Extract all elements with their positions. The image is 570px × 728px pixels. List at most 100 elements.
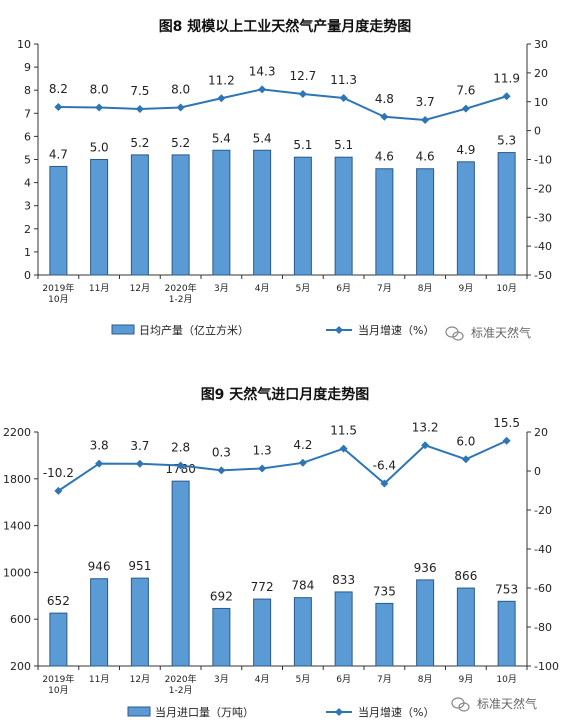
line-point xyxy=(135,104,144,113)
bar-value-label: 866 xyxy=(454,569,477,583)
line-value-label: 6.0 xyxy=(456,434,475,448)
x-tick-label: 4月 xyxy=(255,283,270,294)
line-point xyxy=(217,466,226,475)
wechat-icon xyxy=(451,697,470,712)
x-tick-label: 12月 xyxy=(130,283,150,294)
right-tick-label: 0 xyxy=(534,125,541,138)
left-tick-label: 1000 xyxy=(3,566,31,579)
line-value-label: 13.2 xyxy=(412,420,439,434)
line-point xyxy=(258,85,267,94)
left-tick-label: 200 xyxy=(10,660,31,673)
line-point xyxy=(339,93,348,102)
bar-value-label: 5.3 xyxy=(497,134,516,148)
x-tick-label: 2020年 xyxy=(165,282,197,294)
bar-value-label: 753 xyxy=(495,582,518,596)
x-tick-label: 10月 xyxy=(496,283,516,294)
bar xyxy=(171,480,190,667)
chart-2: 图9 天然气进口月度走势图2006001000140018002200-100-… xyxy=(3,386,559,719)
line-point xyxy=(502,92,511,101)
left-tick-label: 1400 xyxy=(3,520,31,533)
x-tick-label: 10月 xyxy=(48,294,68,305)
bar-value-label: 5.4 xyxy=(212,131,231,145)
legend-bar-swatch xyxy=(111,324,135,335)
bar-value-label: 772 xyxy=(251,580,274,594)
watermark-text: 标准天然气 xyxy=(471,325,531,340)
line-value-label: 2.8 xyxy=(171,441,190,455)
x-tick-label: 5月 xyxy=(296,283,311,294)
right-tick-label: 20 xyxy=(534,426,548,439)
line-point xyxy=(258,464,267,473)
line-value-label: 0.3 xyxy=(212,445,231,459)
line-value-label: 3.7 xyxy=(416,95,435,109)
bar xyxy=(456,587,475,667)
line-value-label: 3.8 xyxy=(90,439,109,453)
line-value-label: 11.3 xyxy=(330,73,357,87)
bar xyxy=(497,152,516,276)
line-point xyxy=(217,94,226,103)
line-point xyxy=(298,89,307,98)
line-point xyxy=(339,444,348,453)
x-tick-label: 6月 xyxy=(336,283,351,294)
bar-value-label: 936 xyxy=(414,561,437,575)
line-value-label: 14.3 xyxy=(249,64,276,78)
bar xyxy=(90,159,109,276)
x-tick-label: 7月 xyxy=(377,674,392,685)
bar xyxy=(212,149,231,276)
right-tick-label: -50 xyxy=(534,269,552,282)
bar xyxy=(49,612,68,667)
left-tick-label: 4 xyxy=(24,177,31,190)
line-point xyxy=(135,459,144,468)
x-tick-label: 2019年 xyxy=(42,673,74,685)
bar xyxy=(456,161,475,276)
bar-value-label: 5.2 xyxy=(130,136,149,150)
bar-value-label: 784 xyxy=(291,579,314,593)
x-tick-label: 3月 xyxy=(214,674,229,685)
line-value-label: 8.2 xyxy=(49,82,68,96)
x-tick-label: 1-2月 xyxy=(169,294,193,305)
line-point xyxy=(95,103,104,112)
wechat-bubble-small xyxy=(458,702,470,712)
right-tick-label: -80 xyxy=(534,621,552,634)
bar-value-label: 692 xyxy=(210,589,233,603)
line-point xyxy=(502,436,511,445)
line-value-label: 11.5 xyxy=(330,424,357,438)
line-value-label: 7.6 xyxy=(456,84,475,98)
x-tick-label: 5月 xyxy=(296,674,311,685)
x-tick-label: 10月 xyxy=(48,685,68,696)
line-value-label: 3.7 xyxy=(130,439,149,453)
right-tick-label: 30 xyxy=(534,38,548,51)
left-tick-label: 1 xyxy=(24,246,31,259)
left-tick-label: 5 xyxy=(24,154,31,167)
line-point xyxy=(54,102,63,111)
bar-value-label: 5.1 xyxy=(293,138,312,152)
bar-value-label: 946 xyxy=(88,560,111,574)
left-tick-label: 7 xyxy=(24,107,31,120)
x-tick-label: 2019年 xyxy=(42,282,74,294)
x-tick-label: 9月 xyxy=(459,283,474,294)
right-tick-label: 10 xyxy=(534,96,548,109)
x-tick-label: 3月 xyxy=(214,283,229,294)
bar-value-label: 4.7 xyxy=(49,147,68,161)
bar xyxy=(375,602,394,667)
line-point xyxy=(176,461,185,470)
growth-line xyxy=(58,88,507,121)
bar-value-label: 652 xyxy=(47,594,70,608)
line-value-label: 7.5 xyxy=(130,84,149,98)
line-point xyxy=(421,115,430,124)
bar xyxy=(130,154,149,276)
bar-value-label: 833 xyxy=(332,573,355,587)
line-value-label: 4.8 xyxy=(375,92,394,106)
left-tick-label: 2 xyxy=(24,223,31,236)
x-tick-label: 8月 xyxy=(418,674,433,685)
bar xyxy=(334,591,353,667)
left-tick-label: 1800 xyxy=(3,473,31,486)
bar-value-label: 4.6 xyxy=(416,150,435,164)
bar xyxy=(130,577,149,667)
right-tick-label: -40 xyxy=(534,240,552,253)
bar xyxy=(171,154,190,276)
x-tick-label: 11月 xyxy=(89,283,109,294)
wechat-icon xyxy=(445,326,464,341)
bar-value-label: 5.4 xyxy=(253,131,272,145)
line-value-label: -6.4 xyxy=(373,458,396,472)
right-tick-label: -20 xyxy=(534,504,552,517)
